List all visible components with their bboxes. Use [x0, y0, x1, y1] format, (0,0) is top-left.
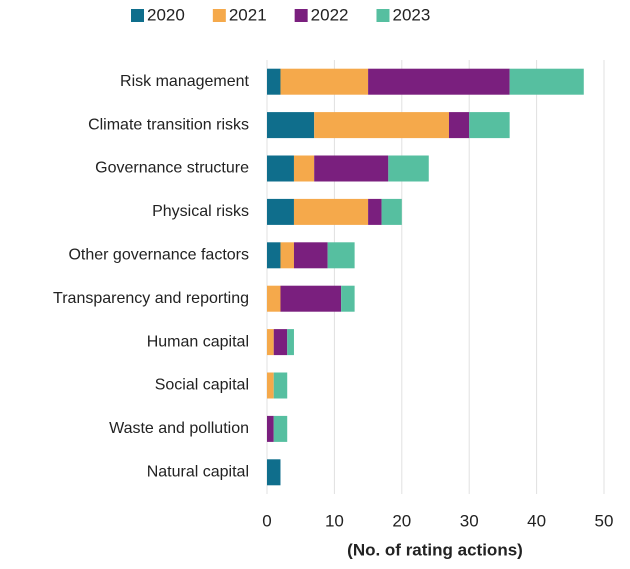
y-tick-label: Risk management: [120, 73, 250, 90]
bar-segment: [280, 242, 294, 269]
bar-segment: [267, 242, 281, 269]
bar-segment: [280, 285, 342, 312]
bar-segment: [267, 415, 274, 442]
bar-segment: [388, 155, 429, 182]
bar-segment: [368, 198, 382, 225]
x-tick-label: 20: [392, 511, 411, 530]
legend-swatch: [131, 9, 144, 22]
legend-label: 2022: [311, 5, 349, 24]
legend-swatch: [294, 9, 308, 22]
bar-segment: [448, 112, 470, 139]
x-tick-label: 40: [527, 511, 546, 530]
x-tick-label: 0: [262, 511, 271, 530]
y-tick-label: Natural capital: [147, 464, 249, 481]
legend-label: 2020: [147, 5, 185, 24]
legend-label: 2023: [392, 5, 430, 24]
bar-segment: [314, 112, 449, 139]
y-tick-label: Human capital: [147, 333, 249, 350]
y-tick-label: Governance structure: [95, 160, 249, 177]
bar-segment: [267, 68, 281, 95]
bar-segment: [267, 329, 274, 356]
x-axis-title: (No. of rating actions): [347, 540, 523, 559]
bar-segment: [287, 329, 294, 356]
bar-segment: [341, 285, 355, 312]
bar-segment: [368, 68, 510, 95]
y-tick-label: Transparency and reporting: [53, 290, 249, 307]
bar-segment: [509, 68, 584, 95]
x-tick-label: 10: [325, 511, 344, 530]
bar-segment: [293, 198, 369, 225]
legend-swatch: [212, 9, 226, 22]
bar-segment: [267, 155, 294, 182]
y-tick-label: Other governance factors: [68, 247, 249, 264]
bar-segment: [381, 198, 402, 225]
bar-segment: [267, 285, 281, 312]
x-tick-label: 50: [595, 511, 614, 530]
legend-swatch: [376, 9, 390, 22]
bar-segment: [273, 415, 288, 442]
bar-segment: [314, 155, 389, 182]
y-tick-label: Climate transition risks: [88, 116, 249, 133]
bar-segment: [293, 155, 315, 182]
bar-segment: [273, 372, 288, 399]
x-tick-label: 30: [460, 511, 479, 530]
bar-segment: [267, 372, 274, 399]
bar-segment: [327, 242, 355, 269]
bar-segment: [267, 198, 294, 225]
bar-segment: [273, 329, 288, 356]
y-tick-label: Physical risks: [152, 203, 249, 220]
bar-segment: [469, 112, 510, 139]
y-tick-label: Waste and pollution: [109, 420, 249, 437]
bar-segment: [280, 68, 369, 95]
bar-segment: [267, 112, 315, 139]
bar-segment: [267, 459, 281, 486]
legend-label: 2021: [229, 5, 267, 24]
y-tick-label: Social capital: [155, 377, 249, 394]
bar-segment: [293, 242, 328, 269]
